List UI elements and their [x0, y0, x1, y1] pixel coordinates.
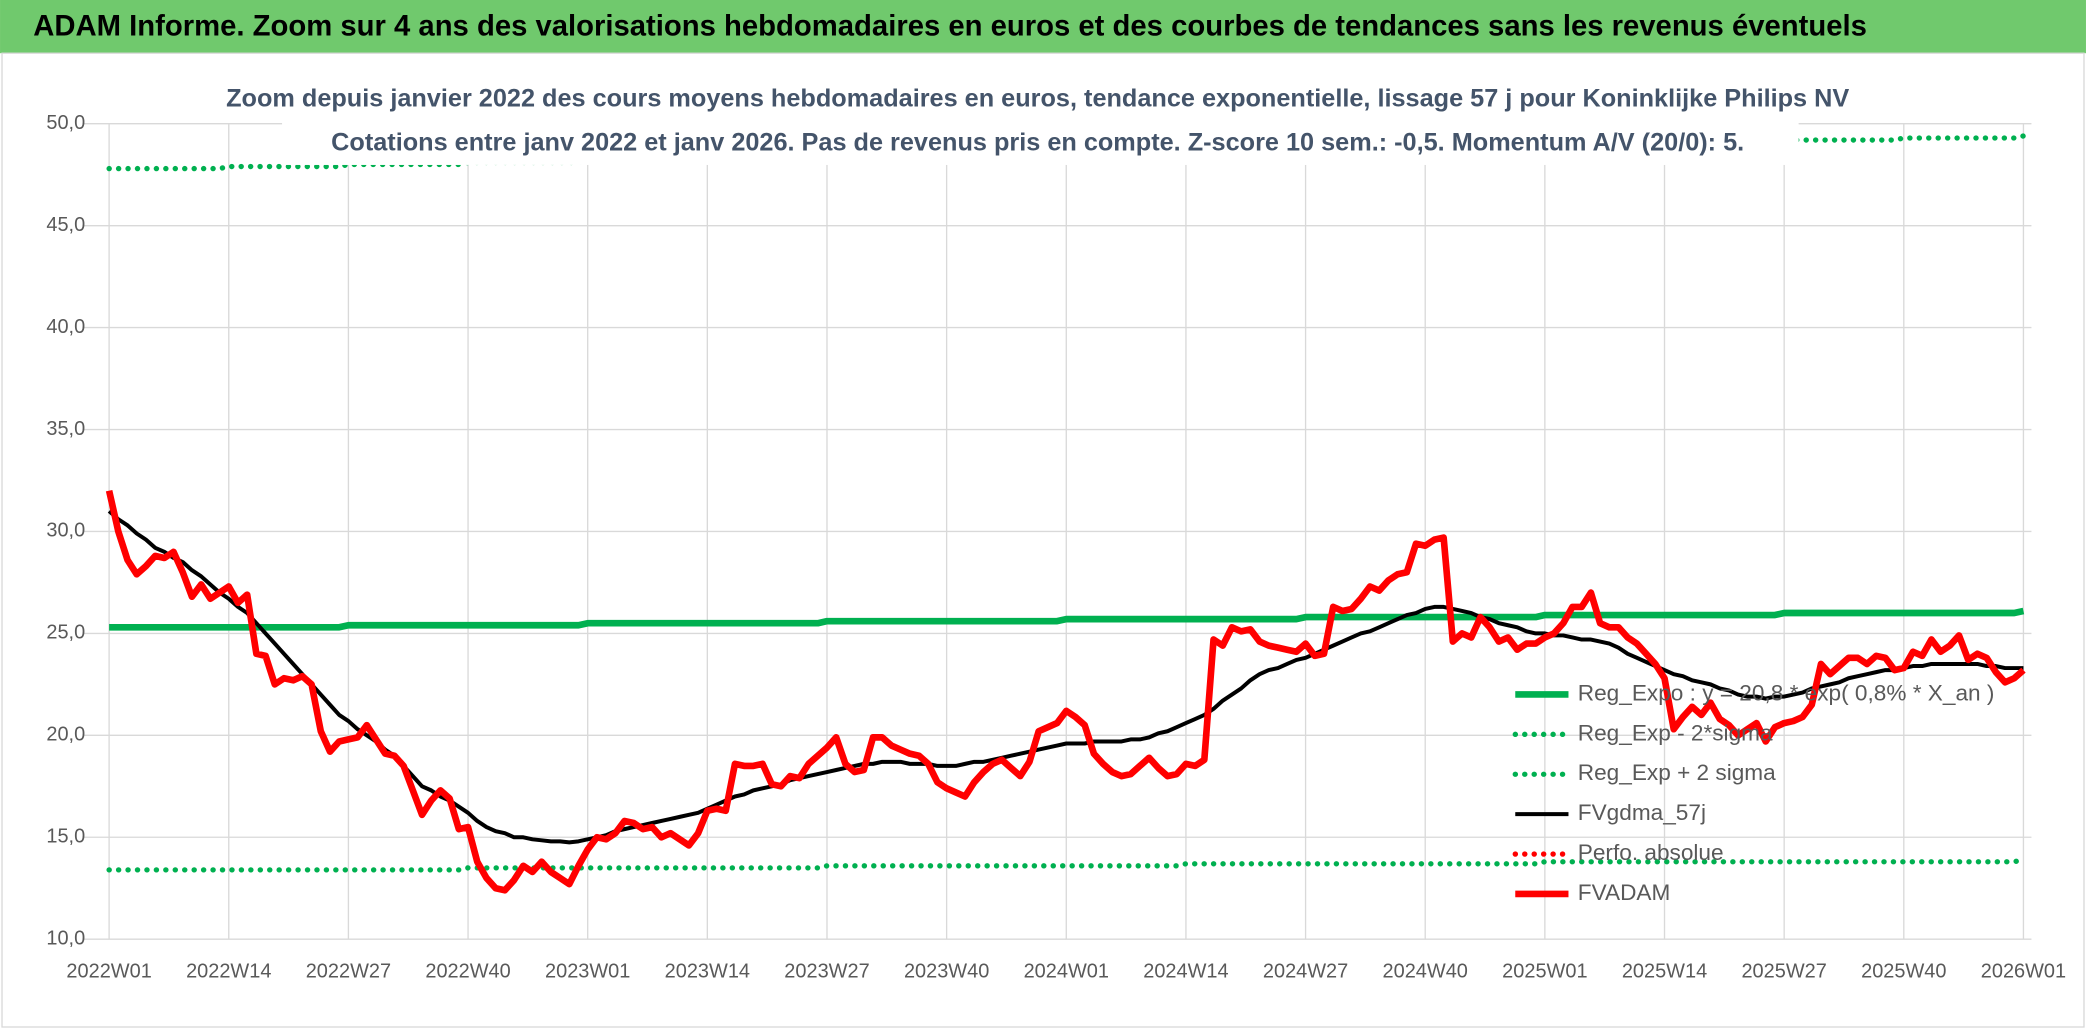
- legend-label: FVADAM: [1578, 880, 1671, 905]
- x-tick-label: 2024W14: [1143, 961, 1228, 983]
- legend-label: Reg_Exp + 2 sigma: [1578, 760, 1776, 785]
- x-tick-label: 2025W14: [1622, 961, 1707, 983]
- series-line: [107, 509, 2024, 845]
- series-line: [106, 857, 2027, 873]
- page-title: ADAM Informe. Zoom sur 4 ans des valoris…: [33, 11, 1867, 43]
- y-tick-label: 40,0: [46, 316, 85, 338]
- y-tick-label: 50,0: [46, 112, 85, 134]
- x-tick-label: 2023W27: [784, 961, 869, 983]
- x-tick-label: 2022W14: [186, 961, 271, 983]
- series-line: [105, 489, 2026, 894]
- x-tick-label: 2025W40: [1861, 961, 1946, 983]
- x-tick-label: 2024W01: [1024, 961, 1109, 983]
- chart-subtitle: Cotations entre janv 2022 et janv 2026. …: [331, 128, 1744, 156]
- x-tick-label: 2024W40: [1383, 961, 1468, 983]
- y-tick-label: 10,0: [46, 927, 85, 949]
- chart-frame: [1, 52, 2085, 1028]
- legend-label: Reg_Exp - 2*sigma: [1578, 720, 1773, 745]
- x-tick-label: 2025W01: [1502, 961, 1587, 983]
- y-tick-label: 20,0: [46, 724, 85, 746]
- x-tick-label: 2026W01: [1981, 961, 2066, 983]
- x-tick-label: 2022W01: [66, 961, 151, 983]
- x-tick-label: 2023W01: [545, 961, 630, 983]
- y-tick-label: 30,0: [46, 520, 85, 542]
- x-tick-label: 2022W40: [425, 961, 510, 983]
- x-tick-label: 2022W27: [306, 961, 391, 983]
- x-tick-label: 2024W27: [1263, 961, 1348, 983]
- legend-label: Perfo. absolue: [1578, 840, 1724, 865]
- header-bar: [0, 0, 2086, 54]
- x-tick-label: 2025W27: [1741, 961, 1826, 983]
- x-tick-label: 2023W40: [904, 961, 989, 983]
- x-tick-label: 2023W14: [665, 961, 750, 983]
- subtitle-box: [282, 75, 1799, 165]
- y-tick-label: 35,0: [46, 418, 85, 440]
- legend-label: Reg_Expo : y = 20,8 * exp( 0,8% * X_an ): [1578, 680, 1995, 705]
- series-line: [109, 607, 2025, 631]
- y-tick-label: 25,0: [46, 622, 85, 644]
- legend-label: FVgdma_57j: [1578, 800, 1706, 825]
- chart-subtitle: Zoom depuis janvier 2022 des cours moyen…: [226, 84, 1849, 112]
- y-tick-label: 15,0: [46, 826, 85, 848]
- y-tick-label: 45,0: [46, 214, 85, 236]
